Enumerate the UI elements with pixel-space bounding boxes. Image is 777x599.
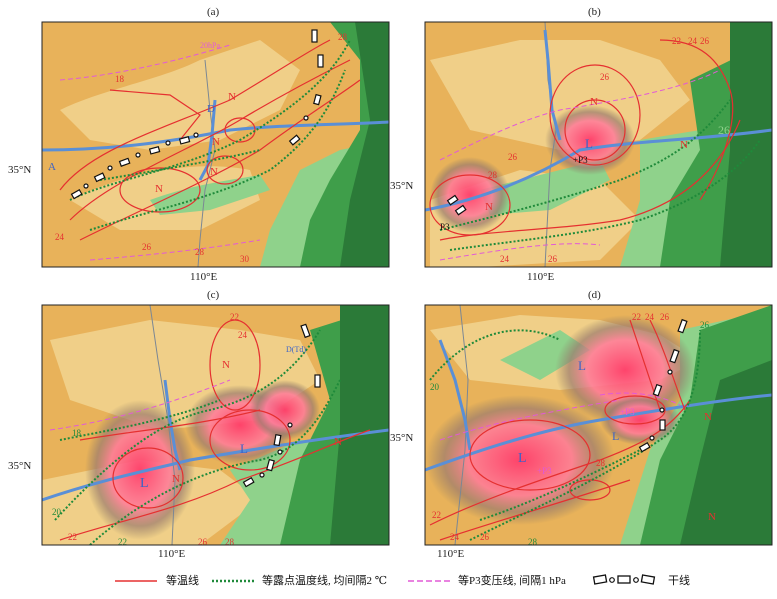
- svg-text:26: 26: [700, 320, 710, 330]
- svg-text:D(Td): D(Td): [286, 345, 306, 354]
- isotherm-legend-line: [115, 580, 157, 582]
- svg-text:28: 28: [195, 247, 205, 257]
- svg-text:26: 26: [700, 36, 710, 46]
- svg-text:28: 28: [528, 537, 538, 547]
- dryline-legend-symbol: [592, 574, 656, 585]
- svg-text:L: L: [585, 136, 593, 151]
- svg-text:30: 30: [240, 254, 250, 264]
- svg-text:18: 18: [72, 428, 82, 438]
- legend-dewpoint-label: 等露点温度线, 均间隔2 ℃: [262, 575, 388, 587]
- svg-text:N: N: [485, 201, 493, 213]
- lat-label-c: 35°N: [8, 460, 32, 472]
- svg-text:22: 22: [68, 532, 77, 542]
- svg-text:+P3: +P3: [537, 466, 552, 476]
- map-panel-d: L L L +P3 +P3 N N 20 22 24 26 28 28 26 2…: [425, 305, 772, 547]
- map-panel-b: L +P3 P3 N N N 26 22 24 26 24 26 26 28 2…: [425, 22, 772, 267]
- p3-legend-line: [408, 580, 450, 582]
- legend-p3-label: 等P3变压线, 间隔1 hPa: [458, 575, 566, 587]
- svg-text:18: 18: [115, 74, 125, 84]
- svg-text:26: 26: [718, 123, 730, 137]
- svg-text:L: L: [578, 358, 586, 373]
- frame-b: [424, 21, 773, 268]
- svg-text:26: 26: [548, 254, 558, 264]
- legend: 等温线 等露点温度线, 均间隔2 ℃ 等P3变压线, 间隔1 hPa 干线: [0, 570, 777, 592]
- map-panel-a: N N N N A D 20hPa 18 24 26 28 30 28: [42, 22, 389, 267]
- frame-d: [424, 304, 773, 546]
- panel-a-label: (a): [207, 6, 220, 18]
- svg-text:N: N: [222, 359, 230, 371]
- svg-text:26: 26: [508, 152, 518, 162]
- lon-label-d: 110°E: [437, 548, 465, 560]
- frame-c: [41, 304, 390, 546]
- svg-text:N: N: [680, 139, 688, 151]
- svg-text:26: 26: [142, 242, 152, 252]
- svg-text:26: 26: [660, 312, 670, 322]
- panel-d-label: (d): [588, 289, 601, 301]
- svg-text:N: N: [210, 166, 218, 178]
- lon-label-c: 110°E: [158, 548, 186, 560]
- legend-isotherm-label: 等温线: [166, 575, 199, 587]
- svg-text:L: L: [612, 429, 619, 443]
- lon-label-b: 110°E: [527, 271, 555, 283]
- legend-dryline-label: 干线: [668, 575, 690, 587]
- svg-text:+P3: +P3: [620, 407, 635, 417]
- map-panel-c: L L N N N D(Td) 22 24 18 20 22 22 26 28: [42, 305, 389, 547]
- svg-text:22: 22: [672, 36, 681, 46]
- svg-text:P3: P3: [440, 222, 450, 232]
- svg-text:20: 20: [430, 382, 440, 392]
- svg-text:L: L: [518, 451, 527, 466]
- svg-text:22: 22: [632, 312, 641, 322]
- svg-text:22: 22: [118, 537, 127, 547]
- panel-b-label: (b): [588, 6, 601, 18]
- svg-text:22: 22: [230, 312, 239, 322]
- lon-label-a: 110°E: [190, 271, 218, 283]
- svg-text:24: 24: [450, 532, 460, 542]
- svg-text:28: 28: [596, 458, 606, 468]
- svg-text:+P3: +P3: [573, 155, 588, 165]
- svg-text:D: D: [207, 103, 215, 115]
- svg-text:N: N: [334, 436, 342, 448]
- svg-text:N: N: [172, 473, 180, 485]
- svg-text:A: A: [48, 161, 56, 173]
- svg-text:24: 24: [55, 232, 65, 242]
- svg-text:20hPa: 20hPa: [200, 41, 220, 50]
- svg-text:28: 28: [225, 537, 235, 547]
- svg-text:N: N: [228, 91, 236, 103]
- svg-text:26: 26: [600, 72, 610, 82]
- svg-text:28: 28: [488, 170, 498, 180]
- svg-text:20: 20: [52, 507, 62, 517]
- svg-text:24: 24: [688, 36, 698, 46]
- svg-text:24: 24: [645, 312, 655, 322]
- svg-text:N: N: [708, 511, 716, 523]
- lat-label-a: 35°N: [8, 164, 32, 176]
- svg-text:24: 24: [500, 254, 510, 264]
- svg-text:24: 24: [238, 330, 248, 340]
- svg-text:22: 22: [432, 510, 441, 520]
- frame-a: [41, 21, 390, 268]
- svg-text:L: L: [140, 476, 149, 491]
- svg-text:N: N: [212, 136, 220, 148]
- svg-text:L: L: [240, 441, 248, 456]
- lat-label-d: 35°N: [390, 432, 414, 444]
- panel-c-label: (c): [207, 289, 220, 301]
- svg-text:N: N: [590, 96, 598, 108]
- svg-text:28: 28: [338, 32, 348, 42]
- lat-label-b: 35°N: [390, 180, 414, 192]
- svg-text:26: 26: [480, 532, 490, 542]
- svg-text:N: N: [704, 411, 712, 423]
- svg-text:N: N: [155, 183, 163, 195]
- svg-text:26: 26: [198, 537, 208, 547]
- dewpoint-legend-line: [212, 579, 254, 583]
